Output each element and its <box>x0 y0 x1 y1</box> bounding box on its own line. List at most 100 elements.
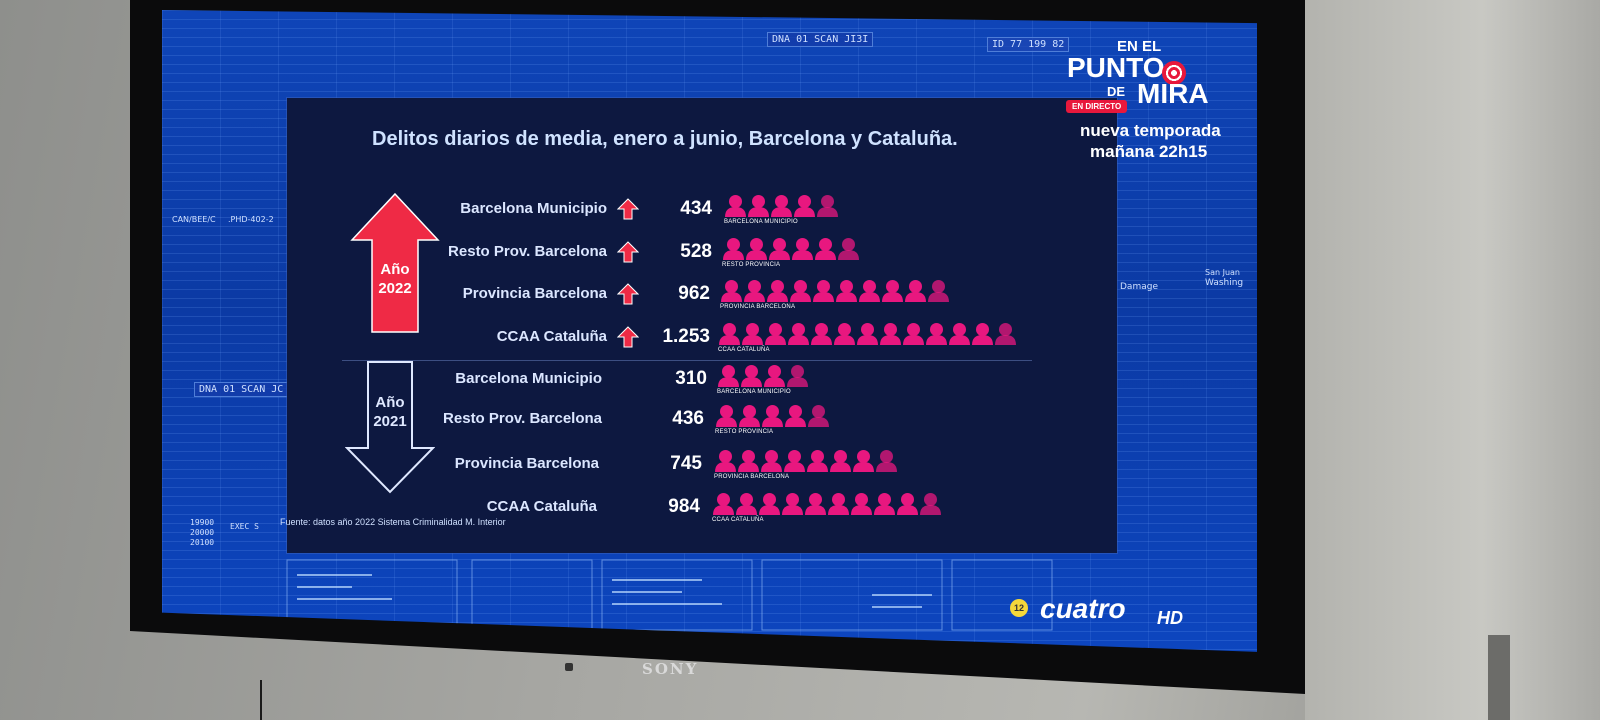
target-icon <box>1162 61 1186 85</box>
row-value: 745 <box>670 453 702 474</box>
icon-bar-caption: RESTO PROVINCIA <box>715 429 774 435</box>
hd-logo: HD <box>1157 608 1183 628</box>
row-value: 962 <box>678 283 710 304</box>
power-led <box>565 663 573 671</box>
stand-post <box>1488 635 1510 720</box>
person-icon-bar <box>724 194 839 224</box>
person-icon-bar <box>722 237 860 267</box>
person-icon <box>744 280 765 302</box>
person-icon-bar <box>720 279 950 309</box>
person-icon <box>874 493 895 515</box>
row-label: CCAA Cataluña <box>496 328 607 345</box>
person-icon <box>876 450 897 472</box>
person-icon-bar <box>712 492 942 522</box>
left-code-label-2: .PHD-402-2 <box>228 215 274 224</box>
icon-bar-caption: CCAA CATALUÑA <box>712 517 764 523</box>
tv-cables <box>260 680 420 720</box>
big-up-arrow-2022 <box>350 192 440 333</box>
person-icon <box>926 323 947 345</box>
right-data-column <box>1202 130 1257 650</box>
person-icon <box>928 280 949 302</box>
person-icon <box>794 195 815 217</box>
chart-title: Delitos diarios de media, enero a junio,… <box>372 128 958 150</box>
row-label: CCAA Cataluña <box>486 498 597 515</box>
promo-line-2: mañana 22h15 <box>1090 142 1208 161</box>
person-icon <box>782 493 803 515</box>
icon-bar-caption: PROVINCIA BARCELONA <box>720 304 796 310</box>
dna-scan-tag-left: DNA 01 SCAN JC <box>194 382 289 397</box>
show-logo-mira: MIRA <box>1137 78 1209 109</box>
person-icon <box>830 450 851 472</box>
icon-bar-caption: BARCELONA MUNICIPIO <box>717 389 791 395</box>
person-icon <box>725 195 746 217</box>
trend-up-icon <box>617 198 639 220</box>
trend-up-icon <box>617 326 639 348</box>
person-icon <box>808 405 829 427</box>
person-icon <box>811 323 832 345</box>
ticker-numbers: 19900 20000 20100 <box>190 518 215 547</box>
person-icon <box>792 238 813 260</box>
person-icon <box>836 280 857 302</box>
person-icon <box>742 323 763 345</box>
person-icon <box>788 323 809 345</box>
person-icon <box>838 238 859 260</box>
person-icon <box>715 450 736 472</box>
person-icon <box>739 405 760 427</box>
person-icon <box>851 493 872 515</box>
row-value: 1.253 <box>662 326 710 347</box>
person-icon <box>857 323 878 345</box>
person-icon <box>723 238 744 260</box>
person-icon <box>761 450 782 472</box>
person-icon <box>807 450 828 472</box>
person-icon <box>828 493 849 515</box>
row-value: 528 <box>680 241 712 262</box>
person-icon <box>738 450 759 472</box>
person-icon <box>784 450 805 472</box>
person-icon <box>769 238 790 260</box>
person-icon <box>905 280 926 302</box>
big-down-arrow-2021 <box>345 361 435 494</box>
person-icon <box>882 280 903 302</box>
trend-up-icon <box>617 241 639 263</box>
person-icon <box>765 323 786 345</box>
person-icon <box>759 493 780 515</box>
person-icon <box>853 450 874 472</box>
person-icon <box>746 238 767 260</box>
person-icon <box>813 280 834 302</box>
dna-scan-tag-top: DNA 01 SCAN JI3I <box>767 32 874 47</box>
person-icon <box>741 365 762 387</box>
id-tag-top: ID 77 199 82 <box>987 37 1070 52</box>
person-icon <box>718 365 739 387</box>
year-2022-label: Año 2022 <box>378 261 412 297</box>
person-icon <box>748 195 769 217</box>
show-logo-de: DE <box>1107 84 1126 99</box>
promo-line-1: nueva temporada <box>1080 121 1221 140</box>
row-label: Provincia Barcelona <box>454 455 599 472</box>
person-icon <box>719 323 740 345</box>
channel-logo: cuatro <box>1040 593 1126 624</box>
san-juan-label: San Juan <box>1205 268 1240 277</box>
icon-bar-caption: BARCELONA MUNICIPIO <box>724 219 798 225</box>
person-icon <box>880 323 901 345</box>
person-icon <box>859 280 880 302</box>
tv-screen: DNA 01 SCAN JI3I ID 77 199 82 DNA 01 SCA… <box>162 10 1257 652</box>
person-icon <box>995 323 1016 345</box>
show-logo-punto: PUNTO <box>1067 52 1165 83</box>
person-icon <box>897 493 918 515</box>
icon-bar-caption: CCAA CATALUÑA <box>718 347 770 353</box>
person-icon <box>762 405 783 427</box>
person-icon <box>767 280 788 302</box>
person-icon <box>817 195 838 217</box>
row-label: Resto Prov. Barcelona <box>443 410 602 427</box>
row-value: 984 <box>668 496 700 517</box>
show-logo-en-el: EN EL <box>1117 38 1162 55</box>
left-code-label: CAN/BEE/C <box>172 215 216 224</box>
person-icon <box>903 323 924 345</box>
person-icon <box>716 405 737 427</box>
live-badge: EN DIRECTO <box>1066 100 1128 113</box>
person-icon <box>771 195 792 217</box>
row-value: 310 <box>675 368 707 389</box>
age-rating-badge: 12 <box>1010 599 1028 617</box>
icon-bar-caption: RESTO PROVINCIA <box>722 262 781 268</box>
tv-brand-logo: SONY <box>642 660 699 678</box>
